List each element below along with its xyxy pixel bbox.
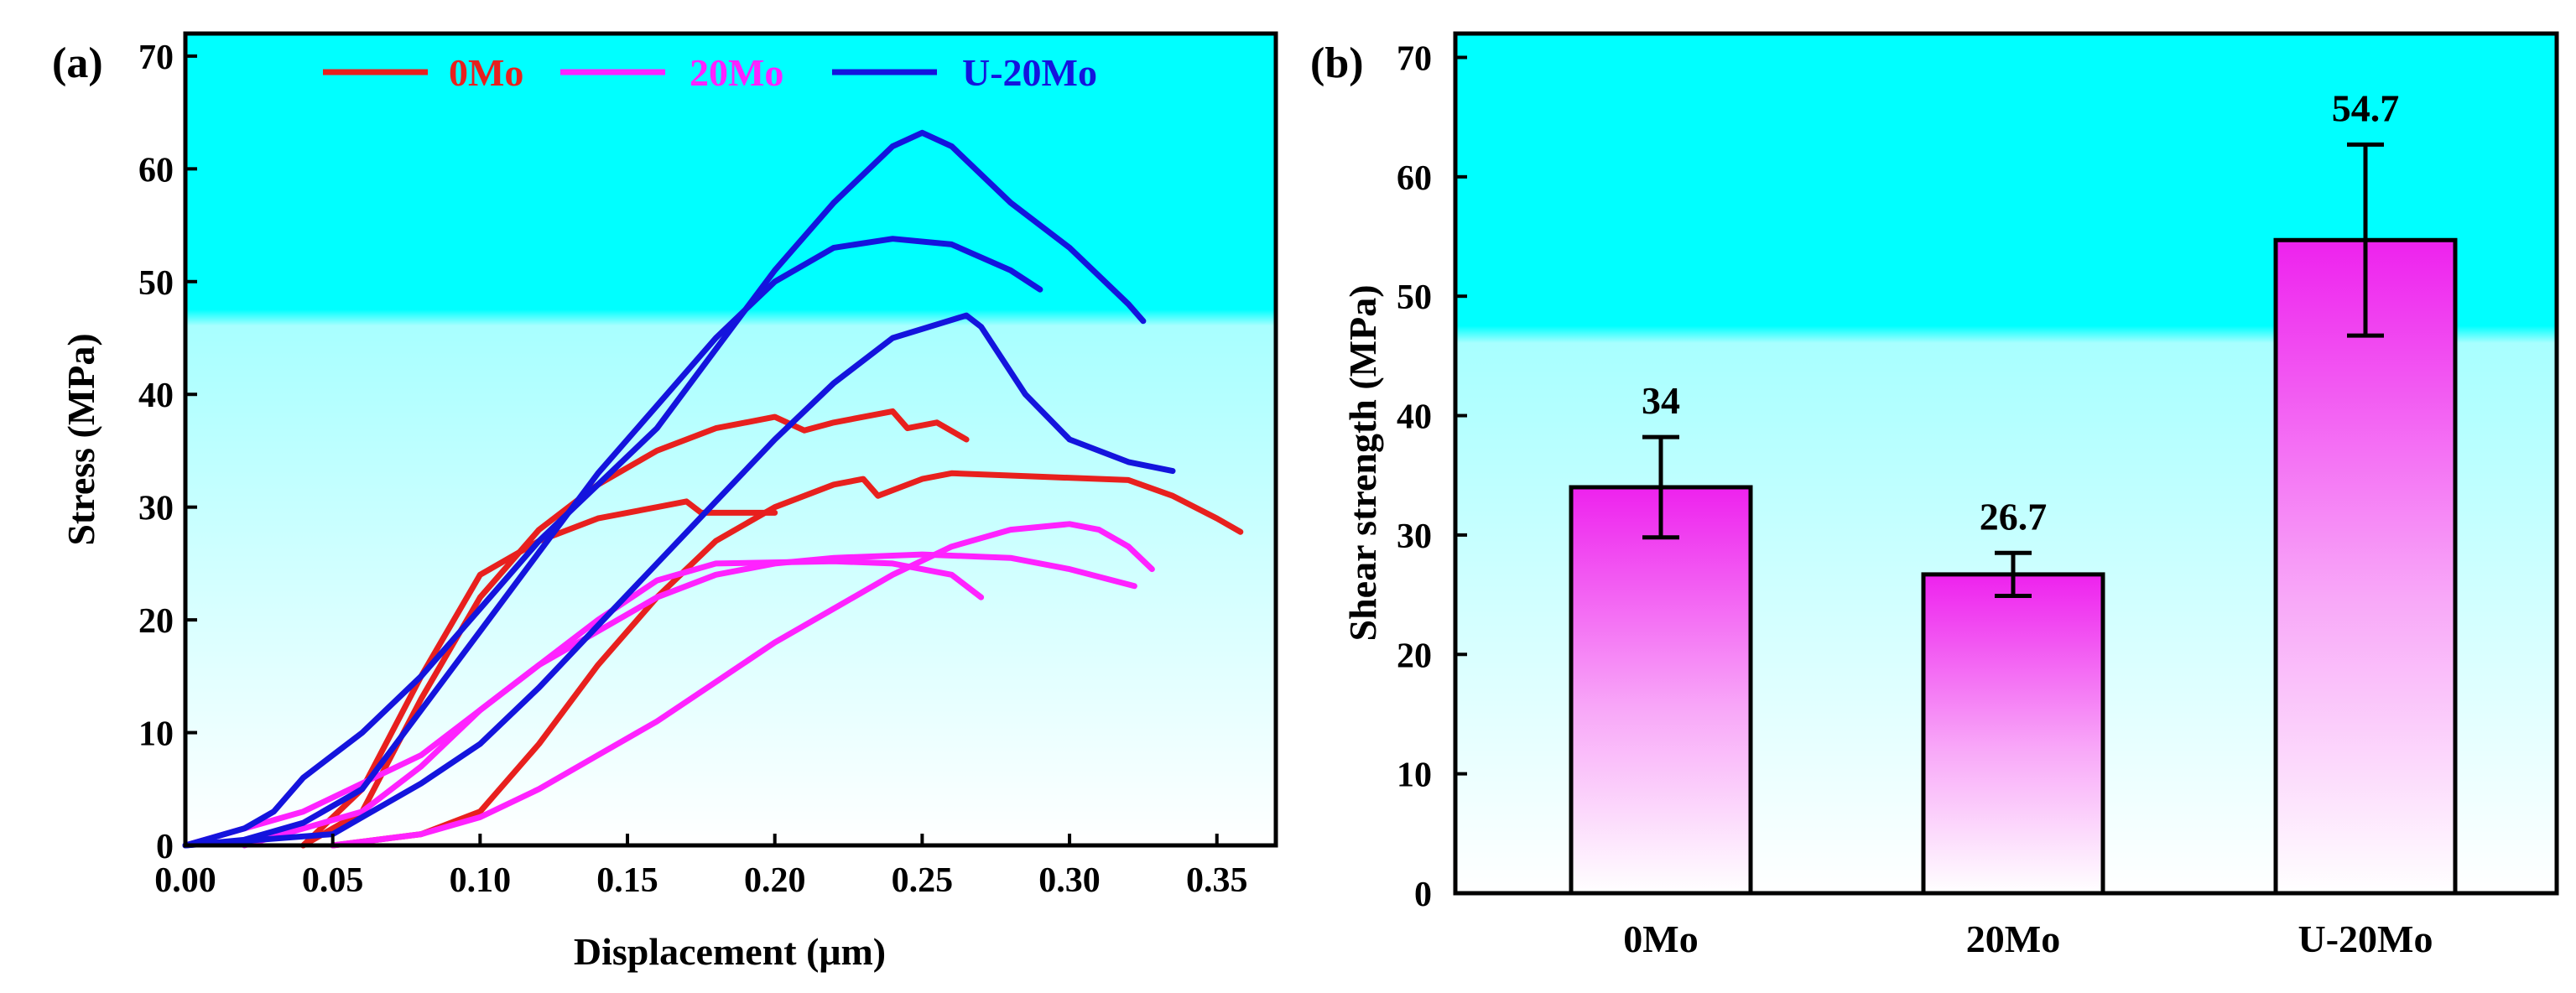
panel-a-line-chart: 0.00 0.05 0.10 0.15 0.20 0.25 0.30 0.35 0 10 20 30 4… (52, 31, 1278, 973)
y-tick-label: 20 (1397, 637, 1432, 675)
panel-a-ticks: 0.00 0.05 0.10 0.15 0.20 0.25 0.30 0.35 0 10 20 30 4… (138, 39, 1247, 900)
y-tick-label: 0 (156, 828, 174, 866)
y-tick-label: 10 (138, 715, 174, 754)
series-20mo-curve-2 (241, 551, 1137, 849)
panel-a-frame (183, 31, 1278, 848)
y-tick-label: 10 (1397, 756, 1432, 795)
series-20mo-curve-3 (330, 521, 1155, 849)
y-tick-label: 40 (138, 377, 174, 415)
series-u-20mo-curve-1 (182, 129, 1147, 849)
data-label-u-20mo: 54.7 (2332, 86, 2400, 129)
x-tick-label: 0.15 (596, 861, 658, 900)
panel-a-x-axis-title: Displacement (μm) (574, 930, 886, 973)
panel-a-curves (182, 129, 1244, 849)
panel-b-y-axis-title: Shear strength (MPa) (1341, 284, 1384, 641)
bar-0mo (1569, 485, 1753, 896)
y-tick-label: 60 (138, 151, 174, 190)
y-tick-label: 50 (1397, 278, 1432, 317)
series-20mo-curve-1 (182, 558, 985, 849)
legend-label-u-20mo: U-20Mo (962, 51, 1097, 94)
legend-label-20mo: 20Mo (690, 51, 783, 94)
x-tick-label: 0.00 (154, 861, 216, 900)
y-tick-label: 20 (138, 602, 174, 641)
panel-b-frame (1453, 31, 2559, 896)
data-label-0mo: 34 (1642, 379, 1680, 422)
panel-a-legend: 0Mo 20Mo U-20Mo (323, 51, 1097, 94)
x-category-label-20mo: 20Mo (1966, 918, 2060, 960)
y-tick-label: 30 (1397, 517, 1432, 556)
x-category-label-0mo: 0Mo (1623, 918, 1698, 960)
panel-a-y-axis-title: Stress (MPa) (60, 333, 102, 545)
y-tick-label: 50 (138, 264, 174, 303)
x-category-label-u-20mo: U-20Mo (2298, 918, 2433, 960)
panel-b-label: (b) (1310, 39, 1364, 87)
x-tick-label: 0.05 (302, 861, 364, 900)
legend-label-0mo: 0Mo (449, 51, 523, 94)
y-tick-label: 40 (1397, 398, 1432, 437)
y-tick-label: 30 (138, 490, 174, 528)
panel-b-bars: 34 26.7 54.7 (1569, 86, 2458, 896)
y-tick-label: 60 (1397, 159, 1432, 198)
y-tick-label: 70 (138, 39, 174, 77)
y-tick-label: 70 (1397, 39, 1432, 78)
panel-a-plot-area (185, 34, 1276, 845)
bar-20mo (1921, 572, 2105, 896)
panel-a-label: (a) (52, 39, 103, 87)
x-tick-label: 0.35 (1186, 861, 1248, 900)
series-u-20mo-curve-2 (182, 236, 1043, 849)
bar-u-20mo (2273, 237, 2458, 896)
series-u-20mo-curve-3 (182, 312, 1176, 849)
y-tick-label: 0 (1414, 876, 1432, 914)
series-0mo-curve-2 (300, 408, 970, 849)
x-tick-label: 0.25 (892, 861, 954, 900)
panel-b-ticks: 0 10 20 30 40 50 60 70 0Mo 20Mo U-20Mo (1397, 39, 2433, 960)
data-label-20mo: 26.7 (1980, 495, 2048, 538)
x-tick-label: 0.20 (744, 861, 806, 900)
x-tick-label: 0.30 (1038, 861, 1101, 900)
x-tick-label: 0.10 (450, 861, 512, 900)
series-0mo-curve-1 (300, 498, 778, 849)
series-0mo-curve-3 (330, 470, 1244, 849)
